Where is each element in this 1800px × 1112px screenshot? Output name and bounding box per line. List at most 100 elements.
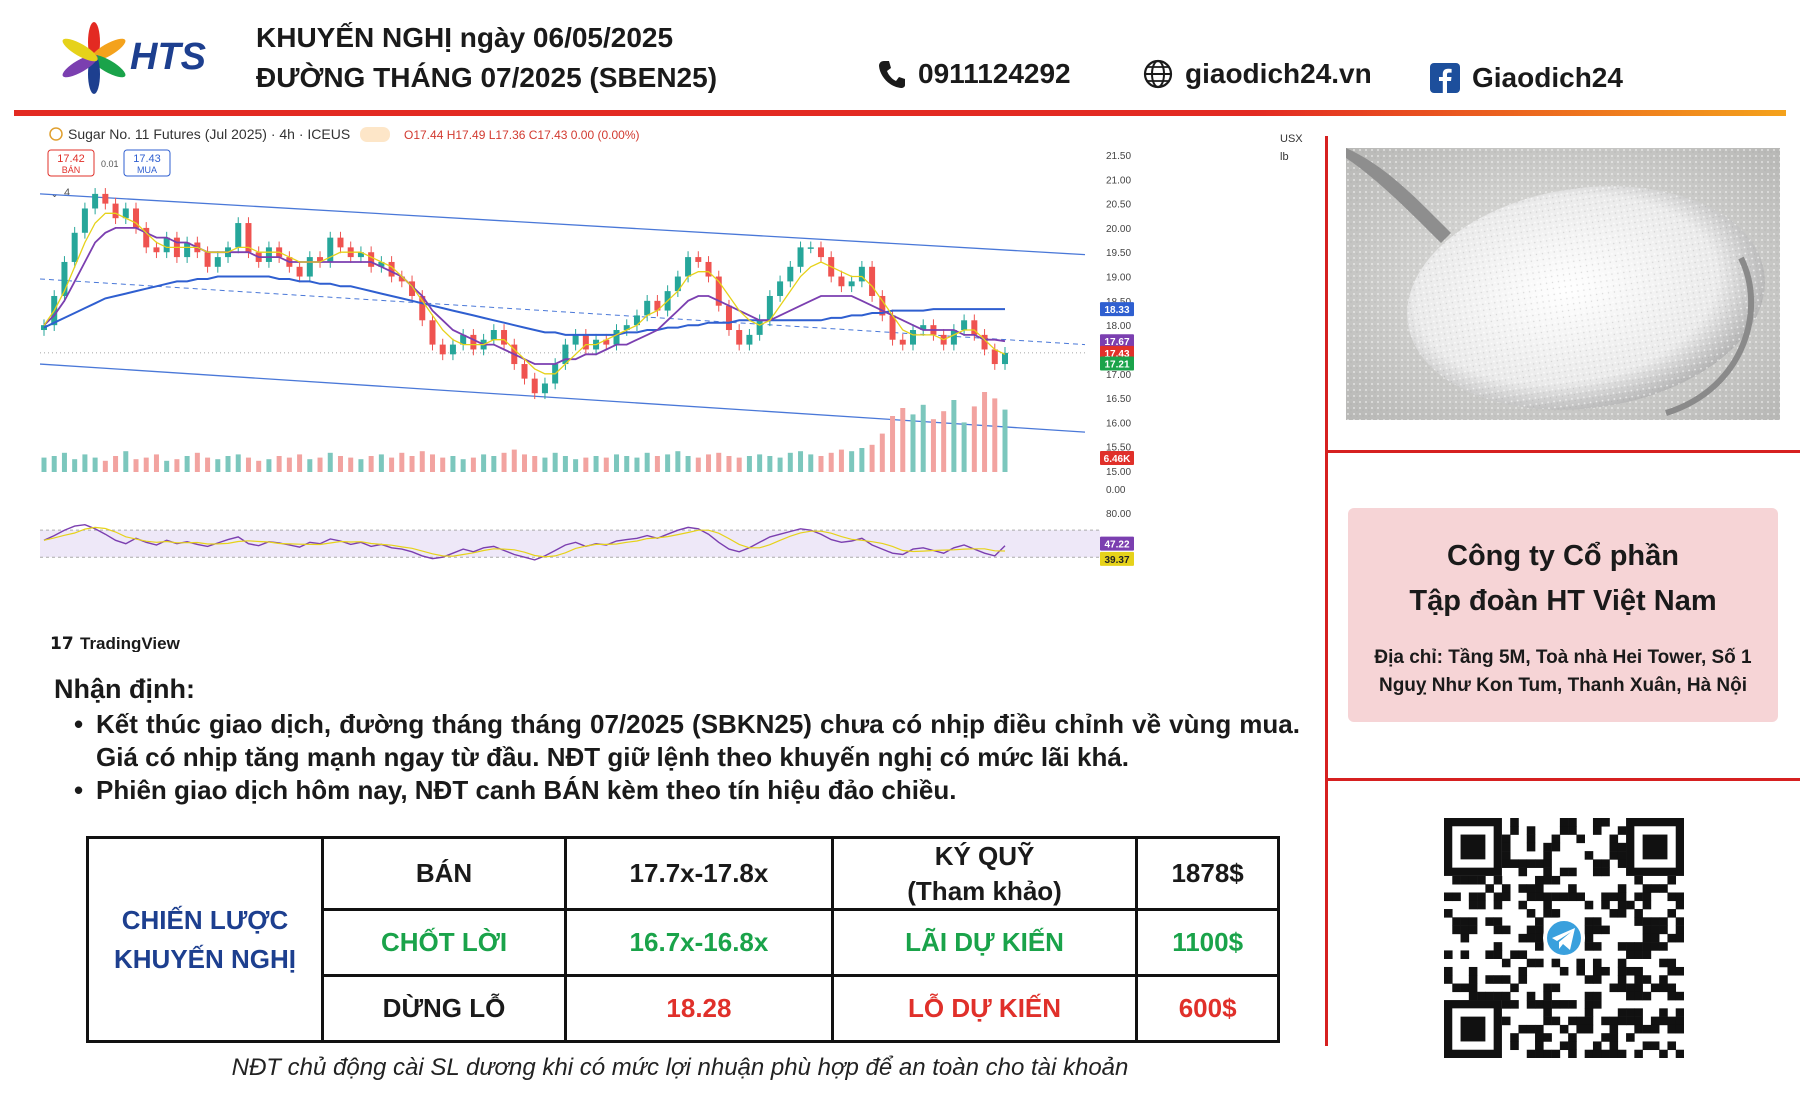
candle-body xyxy=(981,334,988,350)
qr-module xyxy=(1444,975,1453,984)
price-tag-label: 6.46K xyxy=(1104,454,1131,465)
qr-module xyxy=(1667,892,1677,902)
indicator-toggle-chevron-icon[interactable]: ⌄ xyxy=(50,188,59,200)
right-panel-divider xyxy=(1325,136,1328,1046)
qr-module xyxy=(1650,942,1660,951)
qr-module xyxy=(1667,933,1677,943)
candle-body xyxy=(920,325,927,331)
volume-bar xyxy=(838,449,844,472)
price-tick-label: 16.50 xyxy=(1106,394,1131,405)
volume-bar xyxy=(695,457,701,472)
qr-module xyxy=(1592,826,1602,835)
qr-module xyxy=(1559,867,1569,877)
volume-bar xyxy=(992,398,998,472)
qr-module xyxy=(1634,875,1643,885)
qr-module xyxy=(1559,818,1569,827)
qr-module xyxy=(1535,1024,1544,1034)
qr-module xyxy=(1576,1024,1585,1034)
qr-module xyxy=(1592,818,1602,827)
facebook-icon xyxy=(1430,63,1460,93)
analysis-bullets: Kết thúc giao dịch, đường tháng tháng 07… xyxy=(74,708,1300,807)
facebook-link[interactable]: Giaodich24 xyxy=(1430,62,1623,94)
qr-module xyxy=(1675,917,1685,926)
qr-module xyxy=(1568,884,1577,893)
volume-bar xyxy=(378,454,384,472)
phone-contact[interactable]: 0911124292 xyxy=(878,58,1071,90)
rsi-signal-line xyxy=(43,526,1006,558)
candle-body xyxy=(787,266,794,282)
price-tag xyxy=(1100,334,1134,349)
qr-module xyxy=(1592,867,1602,877)
qr-module xyxy=(1626,942,1635,951)
telegram-qr-code[interactable] xyxy=(1444,818,1685,1059)
qr-module xyxy=(1526,834,1536,844)
volume-bar xyxy=(614,454,620,472)
volume-bar xyxy=(348,457,354,472)
candle-body xyxy=(521,364,528,379)
candle-body xyxy=(122,208,129,219)
rsi-line xyxy=(43,523,1006,561)
qr-module xyxy=(1526,933,1536,943)
candle-body xyxy=(153,247,160,253)
qr-module xyxy=(1592,925,1602,935)
qr-module xyxy=(1576,966,1585,976)
qr-module xyxy=(1551,1049,1561,1059)
qr-module xyxy=(1634,1049,1643,1059)
qr-module xyxy=(1592,1000,1602,1009)
qr-module xyxy=(1526,842,1536,852)
volume-bar xyxy=(389,457,395,472)
qr-module xyxy=(1526,859,1536,868)
volume-bar xyxy=(143,457,149,472)
candle-body xyxy=(327,237,334,262)
qr-module xyxy=(1601,818,1610,827)
qr-module xyxy=(1634,909,1643,918)
buy-label: MUA xyxy=(137,165,157,175)
volume-bar xyxy=(194,452,200,472)
qr-module xyxy=(1609,834,1619,844)
sell-box[interactable] xyxy=(47,149,95,177)
volume-bar xyxy=(767,456,773,472)
qr-module xyxy=(1477,892,1486,902)
unit-select[interactable]: lb xyxy=(1280,151,1289,163)
volume-bar xyxy=(982,392,988,472)
qr-module xyxy=(1468,875,1478,885)
volume-bar xyxy=(266,459,272,472)
footer-note: NĐT chủ động cài SL dương khi có mức lợi… xyxy=(231,1054,1129,1081)
expected-loss-value-cell: 600$ xyxy=(1135,974,1280,1043)
qr-module xyxy=(1452,917,1461,926)
volume-bar xyxy=(133,459,139,472)
volume-bar xyxy=(72,459,78,472)
ma-fast-line xyxy=(43,212,1006,375)
candle-body xyxy=(777,281,784,296)
qr-module xyxy=(1609,1016,1619,1026)
chart-canvas[interactable]: Sugar No. 11 Futures (Jul 2025) · 4h · I… xyxy=(39,122,1310,653)
qr-module xyxy=(1659,958,1668,968)
qr-module xyxy=(1617,958,1627,968)
candle-body xyxy=(398,276,405,282)
qr-module xyxy=(1501,1016,1511,1026)
qr-module xyxy=(1559,1024,1569,1034)
rsi-tag xyxy=(1100,536,1134,551)
price-chart[interactable]: Sugar No. 11 Futures (Jul 2025) · 4h · I… xyxy=(39,122,1310,653)
qr-module xyxy=(1592,958,1602,968)
qr-module xyxy=(1568,818,1577,827)
qr-module xyxy=(1526,826,1536,835)
qr-module xyxy=(1584,1024,1594,1034)
qr-module xyxy=(1576,834,1585,844)
buy-box[interactable] xyxy=(123,149,171,177)
qr-module xyxy=(1634,1016,1643,1026)
volume-bar xyxy=(409,456,415,472)
currency-select[interactable]: USX xyxy=(1280,133,1303,145)
candle-body xyxy=(889,315,896,340)
qr-module xyxy=(1452,892,1461,902)
website-link[interactable]: giaodich24.vn xyxy=(1143,58,1372,90)
qr-module xyxy=(1667,991,1677,1001)
indicator-count: 4 xyxy=(64,187,70,199)
channel-lower-line xyxy=(39,363,1086,433)
candle-body xyxy=(133,208,140,228)
volume-bar xyxy=(552,452,558,472)
qr-module xyxy=(1634,1008,1643,1017)
globe-icon xyxy=(1143,59,1173,89)
phone-icon xyxy=(879,61,905,88)
expected-profit-label-cell: LÃI DỰ KIẾN xyxy=(830,908,1139,977)
